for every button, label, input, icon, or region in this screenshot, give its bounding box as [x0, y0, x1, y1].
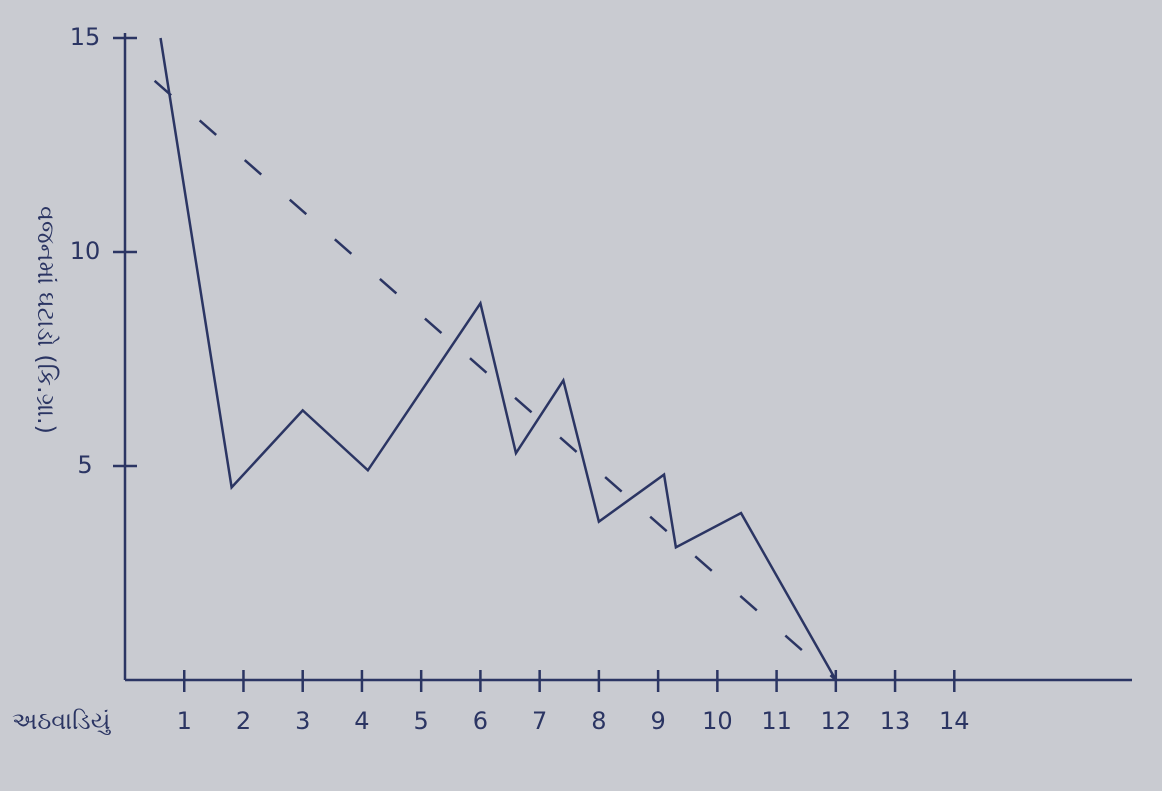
x-tick-label: 11 — [761, 707, 792, 735]
x-axis-label: અઠવાડિયું — [12, 707, 112, 735]
x-tick-label: 4 — [354, 707, 369, 735]
y-tick-label: 5 — [77, 451, 92, 479]
x-tick-label: 12 — [821, 707, 852, 735]
x-tick-label: 3 — [295, 707, 310, 735]
x-tick-label: 8 — [591, 707, 606, 735]
x-tick-label: 2 — [236, 707, 251, 735]
chart: વજનમાં ઘટાડો (કિ.ગ્રા.) અઠવાડિયું 510151… — [0, 0, 1162, 791]
x-tick-label: 1 — [177, 707, 192, 735]
y-axis-label: વજનમાં ઘટાડો (કિ.ગ્રા.) — [32, 206, 60, 434]
x-tick-label: 6 — [473, 707, 488, 735]
x-tick-label: 14 — [939, 707, 970, 735]
x-tick-label: 5 — [414, 707, 429, 735]
x-tick-label: 13 — [880, 707, 911, 735]
x-tick-label: 9 — [650, 707, 665, 735]
x-tick-label: 7 — [532, 707, 547, 735]
y-tick-label: 10 — [70, 237, 101, 265]
y-tick-label: 15 — [70, 23, 101, 51]
x-tick-label: 10 — [702, 707, 733, 735]
